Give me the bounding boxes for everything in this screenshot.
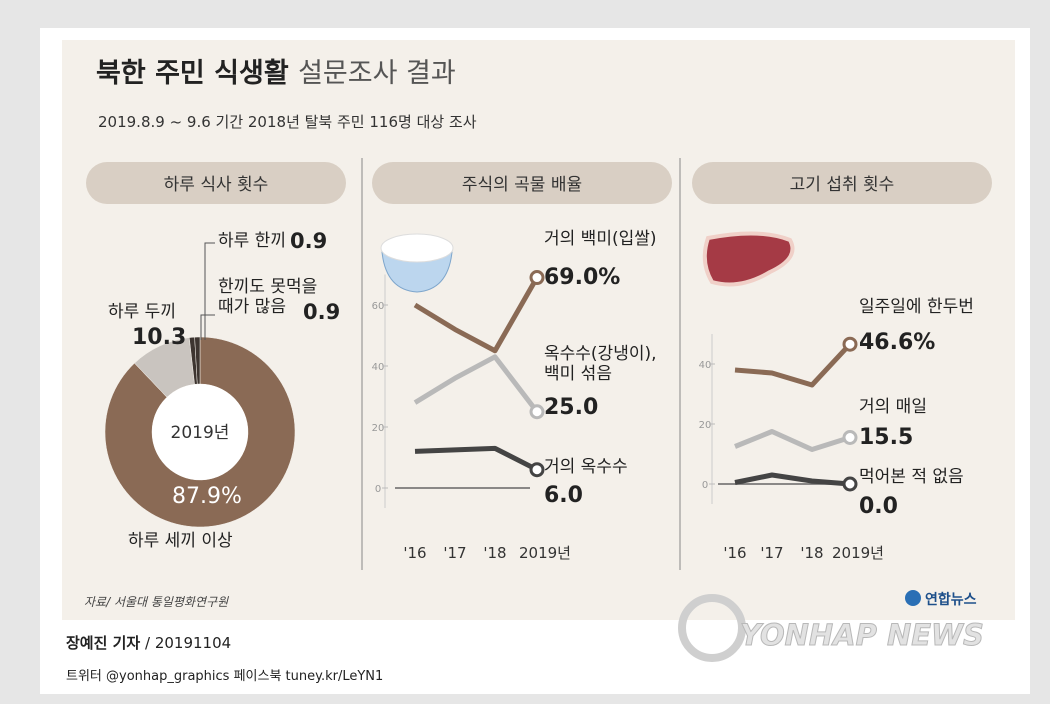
line-series — [413, 354, 539, 414]
end-marker — [529, 270, 545, 286]
x-tick-label: '18 — [800, 544, 823, 562]
title-bold: 북한 주민 식생활 — [96, 58, 289, 89]
series-name: 거의 옥수수 — [544, 457, 628, 477]
source: 자료/ 서울대 통일평화연구원 — [84, 595, 229, 609]
icon-bowl — [381, 251, 453, 293]
y-tick-label: 20 — [699, 420, 712, 431]
watermark: YONHAP NEWS — [740, 618, 984, 652]
panel-title: 하루 식사 횟수 — [164, 175, 269, 195]
subtitle: 2019.8.9 ~ 9.6 기간 2018년 탈북 주민 116명 대상 조사 — [98, 113, 477, 131]
watermark-icon — [678, 594, 746, 662]
x-tick-label: '18 — [483, 544, 506, 562]
pie-value-label: 10.3 — [132, 325, 187, 350]
line-series — [414, 445, 539, 472]
end-marker — [842, 430, 858, 445]
pie-center-label: 2019년 — [171, 423, 230, 443]
y-tick-label: 40 — [372, 362, 385, 373]
line-series — [734, 429, 851, 452]
y-tick-label: 60 — [372, 301, 385, 312]
panel-title: 고기 섭취 횟수 — [790, 175, 895, 195]
x-tick-label: '16 — [403, 544, 426, 562]
value-label: 15.5 — [859, 425, 914, 450]
series-name: 거의 매일 — [859, 397, 927, 417]
title: 북한 주민 식생활 설문조사 결과 — [96, 58, 456, 89]
logo: 연합뉴스 — [925, 591, 977, 608]
y-tick-label: 20 — [372, 423, 385, 434]
date: / 20191104 — [140, 634, 231, 652]
panel-header — [86, 162, 346, 204]
x-tick-label: '17 — [760, 544, 783, 562]
panel-title: 주식의 곡물 배율 — [462, 175, 582, 195]
line-series — [413, 276, 540, 354]
end-marker — [842, 336, 858, 352]
icon-meat — [702, 231, 795, 287]
series-name: 옥수수(강냉이), 백미 섞음 — [544, 344, 657, 384]
x-tick-label: 2019년 — [519, 544, 571, 562]
value-label: 0.0 — [859, 494, 898, 519]
value-label: 46.6% — [859, 330, 936, 355]
x-tick-label: '17 — [443, 544, 466, 562]
value-label: 6.0 — [544, 483, 583, 508]
series-name: 일주일에 한두번 — [859, 297, 974, 317]
x-tick-label: 2019년 — [832, 544, 884, 562]
panel-header — [692, 162, 992, 204]
title-light: 설문조사 결과 — [298, 58, 456, 89]
y-tick-label: 0 — [702, 480, 708, 491]
pie-category-label: 하루 한끼 — [218, 231, 286, 251]
reporter: 장예진 기자 — [66, 634, 140, 652]
pie-value-label: 0.9 — [303, 300, 341, 324]
value-label: 25.0 — [544, 395, 599, 420]
pie-hole — [152, 384, 248, 480]
line-series — [734, 342, 852, 388]
panel-header — [372, 162, 672, 204]
icon-rice — [380, 233, 454, 263]
y-tick-label: 40 — [699, 360, 712, 371]
pie-category-label: 한끼도 못먹을 때가 많음 — [218, 277, 318, 317]
leader-line — [204, 242, 215, 340]
pie-value-label: 87.9% — [172, 484, 242, 509]
end-marker — [529, 462, 545, 478]
line-series — [734, 472, 851, 487]
leader-line — [200, 314, 215, 340]
series-name: 거의 백미(입쌀) — [544, 229, 657, 249]
series-name: 먹어본 적 없음 — [859, 467, 964, 487]
pie-value-label: 0.9 — [290, 229, 328, 253]
end-marker — [842, 476, 858, 492]
footer-reporter: 장예진 기자 / 20191104 — [66, 634, 231, 652]
x-tick-label: '16 — [723, 544, 746, 562]
y-tick-label: 0 — [375, 484, 381, 495]
end-marker — [529, 404, 545, 420]
pie-category-label: 하루 두끼 — [108, 302, 176, 322]
pie-category-label: 하루 세끼 이상 — [128, 531, 233, 551]
logo-icon — [905, 590, 921, 606]
footer-social: 트위터 @yonhap_graphics 페이스북 tuney.kr/LeYN1 — [66, 669, 383, 684]
value-label: 69.0% — [544, 265, 621, 290]
